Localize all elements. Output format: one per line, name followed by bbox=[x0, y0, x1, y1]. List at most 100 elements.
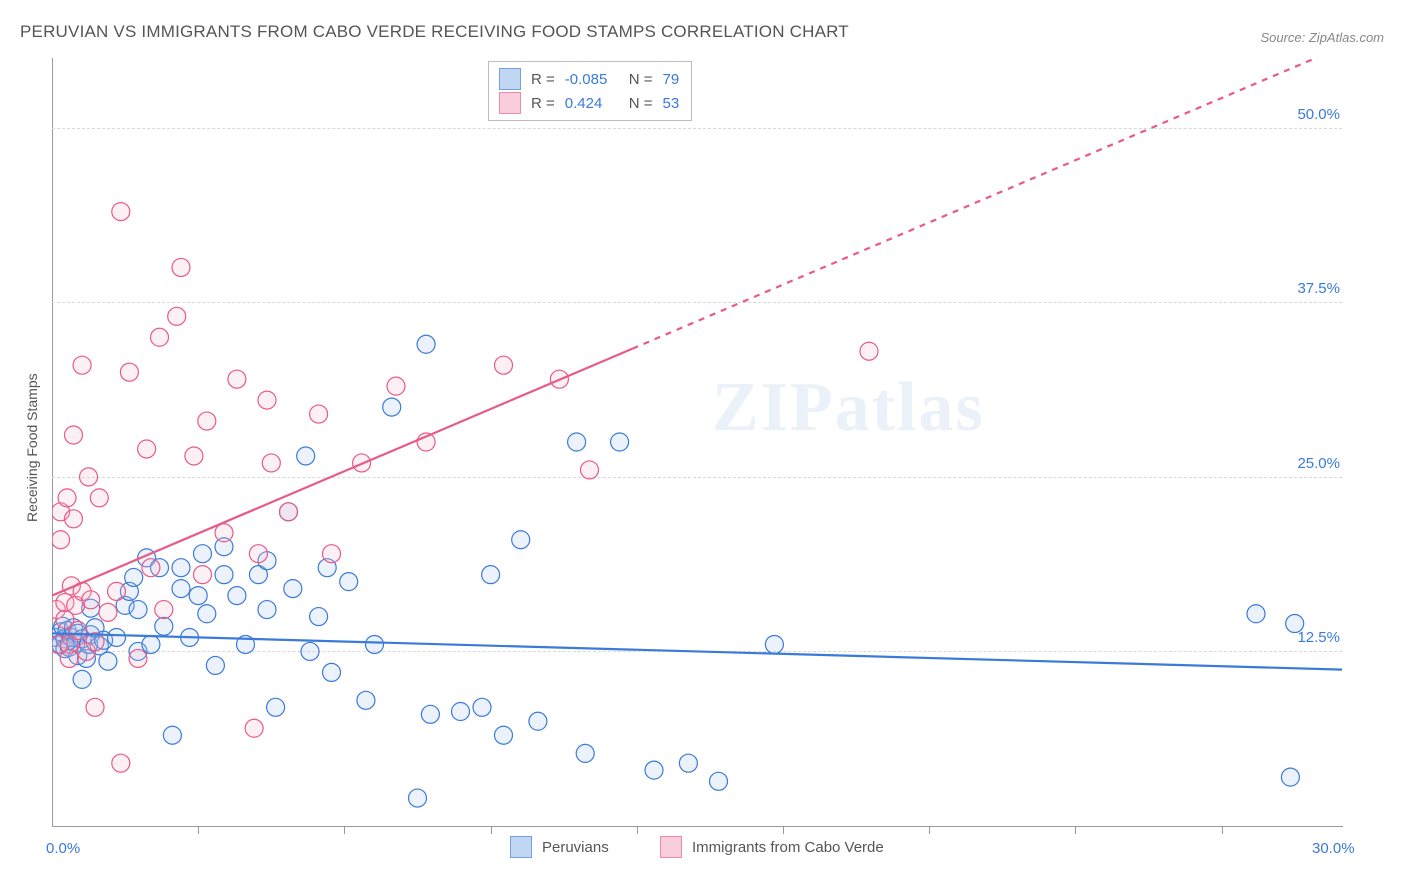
scatter-point bbox=[310, 405, 328, 423]
scatter-point bbox=[112, 754, 130, 772]
scatter-point bbox=[52, 531, 70, 549]
scatter-point bbox=[529, 712, 547, 730]
scatter-point bbox=[172, 580, 190, 598]
scatter-point bbox=[194, 566, 212, 584]
scatter-point bbox=[189, 587, 207, 605]
scatter-point bbox=[645, 761, 663, 779]
scatter-point bbox=[1247, 605, 1265, 623]
scatter-point bbox=[340, 573, 358, 591]
scatter-point bbox=[120, 363, 138, 381]
scatter-point bbox=[168, 307, 186, 325]
scatter-point bbox=[323, 663, 341, 681]
scatter-point bbox=[387, 377, 405, 395]
scatter-point bbox=[323, 545, 341, 563]
scatter-point bbox=[611, 433, 629, 451]
scatter-point bbox=[258, 391, 276, 409]
legend-r-value: -0.085 bbox=[565, 71, 619, 88]
scatter-point bbox=[198, 605, 216, 623]
scatter-point bbox=[679, 754, 697, 772]
scatter-point bbox=[155, 617, 173, 635]
legend-n-value: 79 bbox=[663, 71, 680, 88]
scatter-point bbox=[69, 622, 87, 640]
scatter-point bbox=[73, 670, 91, 688]
scatter-point bbox=[267, 698, 285, 716]
scatter-point bbox=[482, 566, 500, 584]
scatter-point bbox=[262, 454, 280, 472]
scatter-point bbox=[155, 601, 173, 619]
scatter-point bbox=[138, 440, 156, 458]
scatter-point bbox=[297, 447, 315, 465]
scatter-point bbox=[151, 328, 169, 346]
scatter-point bbox=[357, 691, 375, 709]
scatter-point bbox=[245, 719, 263, 737]
legend-swatch bbox=[660, 836, 682, 858]
scatter-point bbox=[284, 580, 302, 598]
legend-swatch bbox=[510, 836, 532, 858]
scatter-point bbox=[280, 503, 298, 521]
scatter-point bbox=[99, 603, 117, 621]
scatter-point bbox=[421, 705, 439, 723]
scatter-series-cabo_verde bbox=[47, 203, 878, 773]
scatter-point bbox=[1286, 615, 1304, 633]
scatter-point bbox=[86, 698, 104, 716]
scatter-point bbox=[90, 489, 108, 507]
scatter-point bbox=[301, 642, 319, 660]
scatter-point bbox=[495, 356, 513, 374]
scatter-point bbox=[710, 772, 728, 790]
scatter-point bbox=[58, 489, 76, 507]
scatter-point bbox=[125, 568, 143, 586]
scatter-point bbox=[249, 545, 267, 563]
series-legend-cabo-verde: Immigrants from Cabo Verde bbox=[660, 836, 884, 858]
correlation-legend: R =-0.085N =79R =0.424N =53 bbox=[488, 61, 692, 121]
scatter-point bbox=[108, 628, 126, 646]
legend-n-value: 53 bbox=[663, 95, 680, 112]
scatter-point bbox=[82, 591, 100, 609]
scatter-point bbox=[142, 635, 160, 653]
scatter-point bbox=[163, 726, 181, 744]
scatter-point bbox=[409, 789, 427, 807]
scatter-point bbox=[228, 587, 246, 605]
scatter-point bbox=[65, 510, 83, 528]
scatter-point bbox=[568, 433, 586, 451]
scatter-point bbox=[512, 531, 530, 549]
scatter-point bbox=[198, 412, 216, 430]
scatter-point bbox=[215, 524, 233, 542]
scatter-point bbox=[258, 601, 276, 619]
scatter-point bbox=[108, 582, 126, 600]
legend-r-label: R = bbox=[531, 71, 555, 88]
scatter-point bbox=[185, 447, 203, 465]
scatter-point bbox=[495, 726, 513, 744]
scatter-point bbox=[383, 398, 401, 416]
scatter-point bbox=[172, 559, 190, 577]
scatter-point bbox=[576, 744, 594, 762]
scatter-point bbox=[473, 698, 491, 716]
legend-swatch bbox=[499, 68, 521, 90]
scatter-point bbox=[765, 635, 783, 653]
x-axis-max-label: 30.0% bbox=[1312, 840, 1355, 857]
scatter-series-peruvians bbox=[47, 335, 1303, 807]
scatter-point bbox=[215, 566, 233, 584]
trend-line-cabo_verde bbox=[52, 47, 1342, 596]
scatter-point bbox=[172, 258, 190, 276]
scatter-point bbox=[65, 426, 83, 444]
scatter-point bbox=[581, 461, 599, 479]
scatter-point bbox=[366, 635, 384, 653]
plot-svg bbox=[0, 0, 1406, 892]
legend-row-cabo_verde: R =0.424N =53 bbox=[499, 92, 679, 114]
scatter-point bbox=[452, 702, 470, 720]
legend-r-label: R = bbox=[531, 95, 555, 112]
scatter-point bbox=[206, 656, 224, 674]
scatter-point bbox=[129, 601, 147, 619]
chart-container: PERUVIAN VS IMMIGRANTS FROM CABO VERDE R… bbox=[0, 0, 1406, 892]
x-axis-min-label: 0.0% bbox=[46, 840, 80, 857]
series-legend-peruvians: Peruvians bbox=[510, 836, 609, 858]
scatter-point bbox=[194, 545, 212, 563]
scatter-point bbox=[417, 335, 435, 353]
scatter-point bbox=[1281, 768, 1299, 786]
scatter-point bbox=[228, 370, 246, 388]
legend-series-label: Immigrants from Cabo Verde bbox=[692, 839, 884, 856]
scatter-point bbox=[60, 649, 78, 667]
legend-series-label: Peruvians bbox=[542, 839, 609, 856]
legend-row-peruvians: R =-0.085N =79 bbox=[499, 68, 679, 90]
scatter-point bbox=[129, 649, 147, 667]
